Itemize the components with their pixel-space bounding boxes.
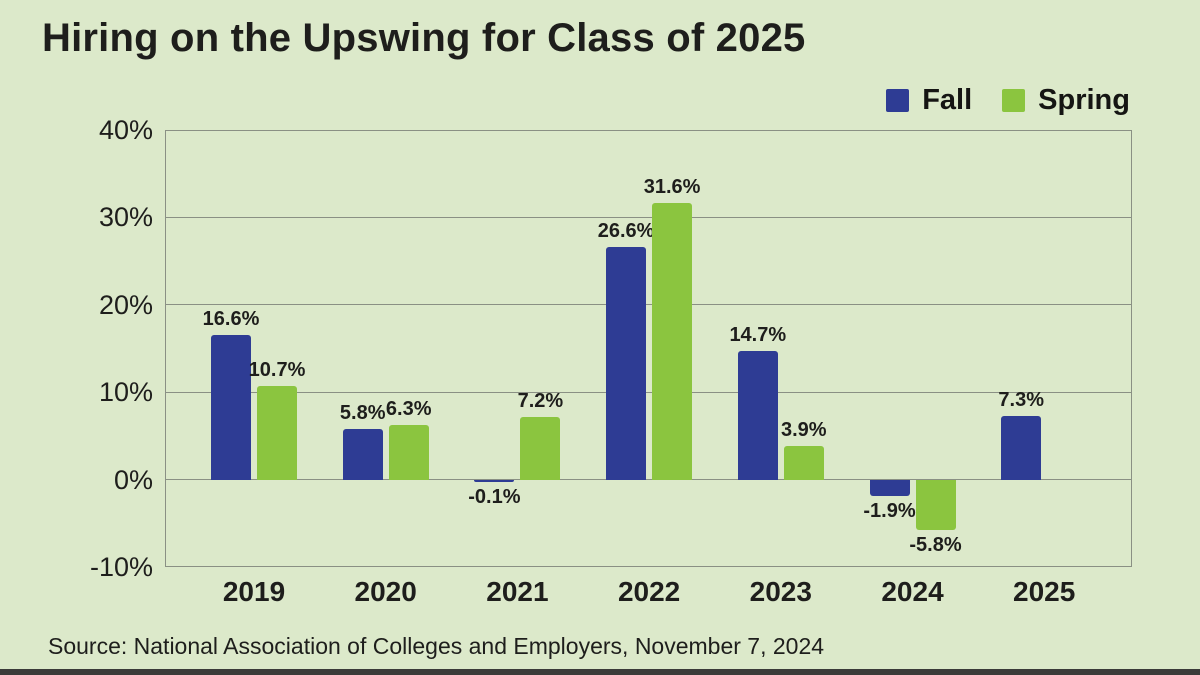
x-axis-label-2020: 2020: [354, 576, 417, 607]
y-tick-label-20%: 20%: [98, 289, 153, 320]
y-tick-label-0%: 0%: [113, 464, 153, 495]
x-axis-label-2021: 2021: [486, 576, 549, 607]
bar-fall-2020: [342, 428, 383, 480]
bar-spring-2024: [915, 479, 956, 531]
x-axis-label-2024: 2024: [881, 576, 944, 607]
source-text: Source: National Association of Colleges…: [48, 633, 825, 659]
value-label-spring-2023: 3.9%: [781, 418, 827, 441]
legend-label-spring: Spring: [1038, 84, 1130, 116]
legend-label-fall: Fall: [922, 84, 973, 116]
value-label-spring-2021: 7.2%: [517, 389, 564, 412]
bar-spring-2023: [783, 445, 824, 480]
gridline-30%: [165, 216, 1132, 218]
legend-swatch-spring: [1002, 89, 1026, 112]
x-axis-label-2023: 2023: [749, 576, 812, 607]
value-label-fall-2021: -0.1%: [468, 485, 521, 508]
gridline-20%: [165, 304, 1132, 306]
chart-title: Hiring on the Upswing for Class of 2025: [42, 16, 806, 60]
bar-spring-2021: [520, 416, 561, 480]
value-label-fall-2025: 7.3%: [998, 388, 1044, 411]
bar-spring-2022: [652, 203, 693, 480]
gridline-0%: [165, 479, 1132, 481]
legend-swatch-fall: [886, 89, 910, 112]
bar-fall-2019: [211, 334, 251, 480]
y-tick-label-40%: 40%: [98, 115, 153, 145]
bar-fall-2022: [606, 247, 647, 480]
bar-spring-2019: [257, 386, 297, 480]
value-label-fall-2022: 26.6%: [597, 220, 655, 243]
bar-fall-2021: [474, 479, 515, 482]
x-axis-label-2019: 2019: [222, 576, 286, 607]
legend-item-spring: Spring: [1002, 84, 1130, 117]
y-tick-label--10%: -10%: [89, 552, 153, 582]
value-label-fall-2020: 5.8%: [339, 401, 386, 424]
value-label-spring-2024: -5.8%: [909, 534, 962, 557]
value-label-fall-2019: 16.6%: [202, 307, 260, 330]
value-label-spring-2019: 10.7%: [248, 359, 306, 382]
bar-spring-2020: [388, 424, 429, 480]
x-axis-label-2022: 2022: [617, 576, 681, 607]
bottom-accent-bar: [0, 669, 1200, 675]
plot-area: [165, 130, 1132, 567]
bar-fall-2024: [869, 479, 910, 497]
y-tick-label-10%: 10%: [98, 377, 153, 408]
y-tick-label-30%: 30%: [98, 202, 153, 233]
value-label-fall-2024: -1.9%: [863, 500, 916, 523]
legend-item-fall: Fall: [886, 84, 972, 117]
bar-fall-2025: [1001, 415, 1042, 480]
bar-fall-2023: [737, 351, 778, 480]
legend: Fall Spring: [886, 84, 1130, 117]
value-label-spring-2020: 6.3%: [385, 397, 432, 420]
x-axis-label-2025: 2025: [1013, 576, 1076, 607]
value-label-spring-2022: 31.6%: [643, 176, 701, 199]
value-label-fall-2023: 14.7%: [729, 324, 787, 347]
gridline-10%: [165, 391, 1132, 393]
